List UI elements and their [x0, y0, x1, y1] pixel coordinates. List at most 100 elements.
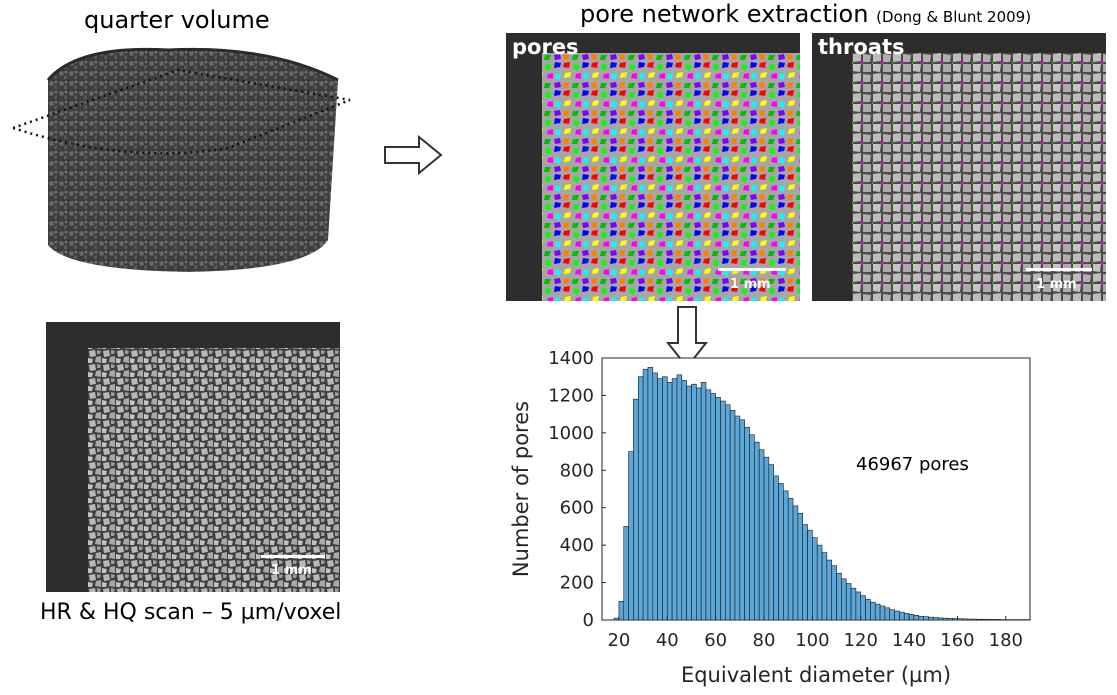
histogram-bar	[870, 601, 876, 621]
histogram-bar	[720, 400, 726, 621]
scale-bar-label: 1 mm	[271, 563, 312, 578]
histogram-bar	[705, 389, 712, 621]
histogram-bar	[792, 505, 799, 621]
histogram-bar	[841, 578, 847, 621]
pores-panel: pores 1 mm	[506, 33, 800, 301]
histogram-bar	[691, 383, 697, 621]
histogram-bar	[758, 449, 765, 621]
histogram-bar	[908, 614, 915, 621]
histogram-bar	[734, 415, 741, 621]
histogram-bar	[744, 426, 750, 621]
histogram-bar	[966, 618, 973, 621]
histogram-bar	[991, 619, 997, 621]
x-tick-label: 20	[607, 630, 630, 651]
histogram-bar	[850, 587, 857, 621]
pnm-title-reference: (Dong & Blunt 2009)	[876, 8, 1032, 26]
histogram-bar	[700, 382, 707, 621]
histogram-bar	[642, 368, 649, 621]
x-tick-label: 160	[940, 630, 974, 651]
quarter-volume-render	[12, 47, 351, 272]
y-tick-label: 600	[560, 498, 594, 519]
histogram-bar	[865, 599, 871, 621]
histogram-bar	[971, 618, 978, 621]
y-tick-label: 0	[583, 610, 594, 631]
histogram-bar	[783, 490, 789, 621]
histogram-bar	[696, 387, 702, 621]
histogram-bar	[884, 607, 891, 621]
histogram-bar	[831, 565, 837, 621]
histogram-bar	[812, 537, 818, 621]
histogram-bar	[807, 529, 813, 621]
y-tick-label: 200	[560, 573, 594, 594]
histogram-bar	[729, 410, 736, 621]
histogram-bar	[845, 583, 852, 621]
pnm-title-main: pore network extraction	[580, 0, 869, 28]
pore-count-annotation: 46967 pores	[856, 454, 969, 475]
histogram-bar	[923, 616, 929, 621]
histogram-bar	[855, 591, 862, 621]
histogram-bar	[715, 396, 721, 621]
histogram-bar	[942, 617, 949, 621]
histogram-bar	[666, 382, 673, 621]
histogram-bar	[613, 617, 620, 621]
histogram-bar	[879, 605, 886, 621]
histogram-bar	[778, 483, 784, 621]
y-tick-label: 800	[560, 460, 594, 481]
x-tick-label: 60	[704, 630, 727, 651]
histogram-bar	[768, 464, 774, 621]
histogram-bar	[725, 404, 731, 621]
histogram-bar	[618, 600, 625, 621]
histogram-bar	[995, 619, 1002, 621]
histogram-bar	[961, 618, 968, 621]
throats-label: throats	[818, 35, 905, 59]
x-tick-label: 80	[753, 630, 776, 651]
pnm-title: pore network extraction (Dong & Blunt 20…	[580, 0, 1031, 28]
histogram-bar	[874, 603, 881, 621]
histogram-bar	[918, 615, 924, 621]
histogram-bar	[657, 378, 663, 621]
histogram-bar	[947, 618, 953, 621]
histogram-bar	[981, 618, 987, 621]
histogram-bar	[903, 613, 910, 621]
histogram-bar	[637, 376, 644, 621]
x-tick-label: 100	[795, 630, 829, 651]
throats-scale-bar-label: 1 mm	[1036, 277, 1077, 292]
histogram-bar	[710, 393, 716, 621]
histogram-bar	[681, 380, 687, 621]
y-tick-label: 400	[560, 535, 594, 556]
histogram-bar	[787, 498, 794, 621]
histogram-bar	[628, 451, 634, 621]
down-arrow-icon	[665, 306, 709, 369]
right-arrow-icon	[384, 135, 443, 175]
y-tick-label: 1400	[548, 348, 594, 369]
histogram-bar	[739, 419, 745, 621]
x-axis-label: Equivalent diameter (µm)	[681, 663, 951, 687]
histogram-bar	[816, 544, 823, 621]
histogram-bar	[928, 616, 934, 621]
histogram-bar	[773, 475, 779, 621]
histogram-bar	[671, 378, 678, 621]
histogram-bar	[802, 524, 808, 621]
histogram-bar	[976, 618, 982, 621]
histogram-bar	[647, 367, 654, 621]
histogram-bar	[623, 526, 629, 621]
pores-label: pores	[512, 35, 579, 59]
histogram-bar	[986, 619, 992, 621]
histogram-bar	[749, 434, 755, 621]
histogram-bar	[676, 374, 683, 621]
histogram-bar	[821, 552, 828, 621]
x-tick-label: 120	[844, 630, 878, 651]
pore-size-histogram: 20 40 60 80 100 120 140 160 180 0 200 400 600 800 100…	[509, 348, 1031, 687]
scan-caption: HR & HQ scan – 5 µm/voxel	[40, 600, 342, 625]
histogram-bar	[652, 372, 658, 621]
scan-slice-image: 1 mm	[46, 322, 340, 592]
histogram-bar	[913, 615, 920, 621]
histogram-bar	[899, 611, 905, 621]
histogram-bar	[836, 572, 842, 621]
histogram-bar	[754, 441, 760, 621]
histogram-bar	[937, 617, 944, 621]
histogram-bar	[763, 456, 770, 621]
histogram-bar	[952, 618, 958, 621]
y-tick-label: 1200	[548, 385, 594, 406]
y-axis-label: Number of pores	[509, 401, 533, 577]
